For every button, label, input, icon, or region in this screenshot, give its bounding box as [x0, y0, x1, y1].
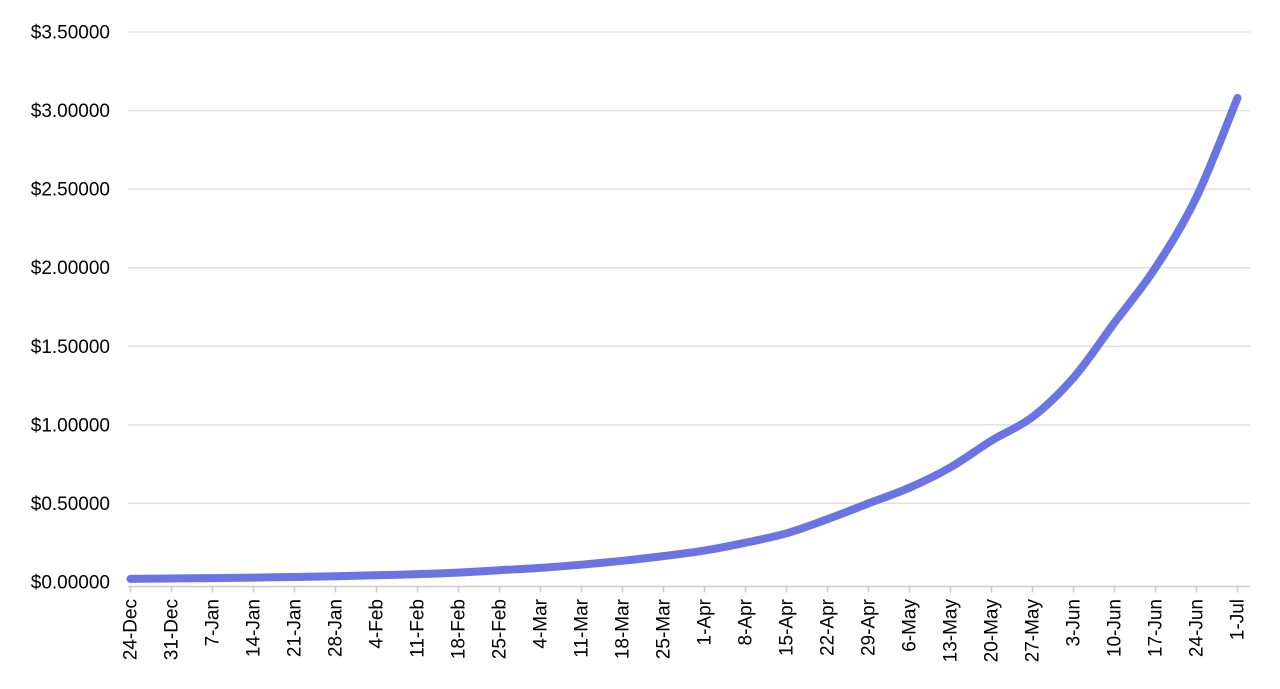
x-axis-label: 7-Jan	[203, 599, 224, 647]
y-axis-label: $1.00000	[31, 415, 110, 436]
y-axis-label: $3.00000	[31, 101, 110, 122]
x-axis-label: 29-Apr	[859, 598, 880, 656]
y-axis-label: $2.50000	[31, 180, 110, 201]
y-axis-label: $0.50000	[31, 494, 110, 515]
x-axis-label: 25-Feb	[490, 599, 511, 659]
x-axis-label: 10-Jun	[1105, 599, 1126, 657]
x-axis-label: 6-May	[900, 599, 921, 652]
x-axis-label: 8-Apr	[736, 598, 757, 645]
x-axis-label: 22-Apr	[818, 598, 839, 656]
x-axis-label: 18-Feb	[449, 599, 470, 659]
x-axis-label: 31-Dec	[162, 599, 183, 660]
y-axis-label: $1.50000	[31, 337, 110, 358]
x-axis-label: 24-Dec	[121, 599, 142, 660]
y-axis-label: $0.00000	[31, 573, 110, 594]
x-axis-label: 24-Jun	[1187, 599, 1208, 657]
x-axis-label: 14-Jan	[244, 599, 265, 657]
x-axis-label: 1-Jul	[1228, 599, 1249, 640]
x-axis-label: 25-Mar	[654, 598, 675, 659]
x-axis-label: 13-May	[941, 599, 962, 663]
x-axis-label: 1-Apr	[695, 598, 716, 645]
x-axis-label: 20-May	[982, 599, 1003, 663]
data-line-series	[126, 94, 1242, 583]
x-axis-label: 17-Jun	[1146, 599, 1167, 657]
x-axis-label: 11-Feb	[408, 599, 429, 658]
y-axis-label: $2.00000	[31, 258, 110, 279]
x-axis-label: 3-Jun	[1064, 599, 1085, 647]
x-axis-label: 15-Apr	[777, 598, 798, 656]
x-axis-label: 21-Jan	[285, 599, 306, 657]
x-axis-label: 28-Jan	[326, 599, 347, 657]
x-axis-label: 18-Mar	[613, 598, 634, 659]
y-axis-label: $3.50000	[31, 23, 110, 44]
x-axis-label: 27-May	[1023, 599, 1044, 663]
x-axis-label: 4-Mar	[531, 598, 552, 648]
x-axis-label: 4-Feb	[367, 599, 388, 649]
x-axis-label: 11-Mar	[572, 598, 593, 657]
